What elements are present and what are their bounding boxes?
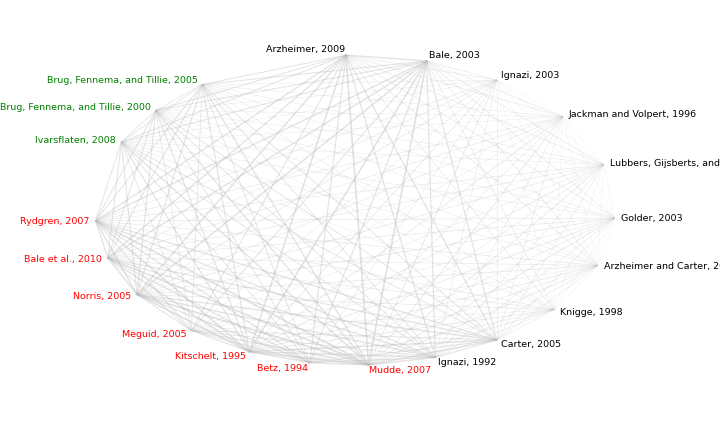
Text: Golder, 2003: Golder, 2003 [621, 214, 683, 223]
Text: Meguid, 2005: Meguid, 2005 [122, 330, 186, 339]
Text: Bale, 2003: Bale, 2003 [429, 51, 480, 60]
Text: Brug, Fennema, and Tillie, 2000: Brug, Fennema, and Tillie, 2000 [0, 103, 150, 112]
Text: Bale et al., 2010: Bale et al., 2010 [24, 254, 102, 264]
Text: Arzheimer, 2009: Arzheimer, 2009 [266, 44, 346, 54]
Text: Brug, Fennema, and Tillie, 2005: Brug, Fennema, and Tillie, 2005 [47, 76, 197, 85]
Text: Arzheimer and Carter, 2006: Arzheimer and Carter, 2006 [603, 262, 720, 271]
Text: Jackman and Volpert, 1996: Jackman and Volpert, 1996 [568, 110, 696, 119]
Text: Ignazi, 1992: Ignazi, 1992 [438, 358, 497, 367]
Text: Ignazi, 2003: Ignazi, 2003 [501, 71, 559, 80]
Text: Mudde, 2007: Mudde, 2007 [369, 366, 431, 375]
Text: Lubbers, Gijsberts, and Scheepers, 200: Lubbers, Gijsberts, and Scheepers, 200 [610, 159, 720, 168]
Text: Knigge, 1998: Knigge, 1998 [559, 308, 622, 317]
Text: Rydgren, 2007: Rydgren, 2007 [20, 216, 89, 226]
Text: Ivarsflaten, 2008: Ivarsflaten, 2008 [35, 136, 115, 145]
Text: Kitschelt, 1995: Kitschelt, 1995 [175, 352, 246, 361]
Text: Betz, 1994: Betz, 1994 [257, 364, 308, 373]
Text: Carter, 2005: Carter, 2005 [501, 340, 561, 349]
Text: Norris, 2005: Norris, 2005 [73, 292, 131, 301]
